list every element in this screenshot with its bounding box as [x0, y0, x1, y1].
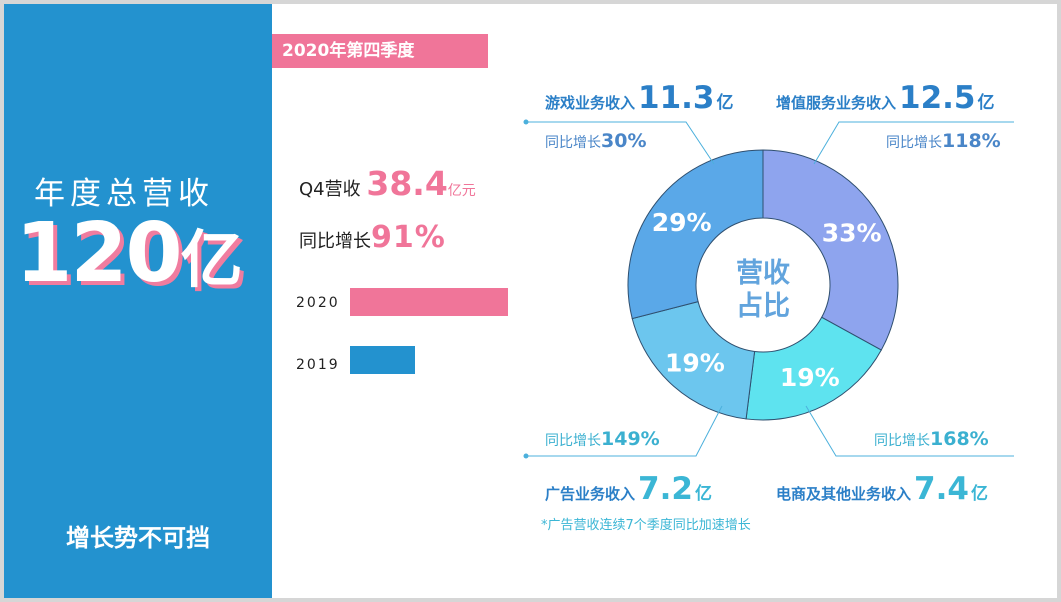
- slogan: 增长势不可挡: [66, 524, 210, 552]
- label-ads: 广告业务收入7.2 亿: [545, 471, 712, 507]
- label-vas-name: 增值服务业务收入: [776, 94, 896, 112]
- q4-revenue: Q4营收 38.4亿元: [299, 164, 476, 203]
- label-vas-value: 12.5: [899, 80, 976, 116]
- donut-share-label-games: 29%: [652, 208, 712, 237]
- label-vas-unit: 亿: [978, 92, 995, 113]
- label-games-value: 11.3: [638, 80, 715, 116]
- quarter-tag: 2020年第四季度: [272, 34, 488, 68]
- footnote: *广告营收连续7个季度同比加速增长: [541, 518, 751, 533]
- slide: 年度总营收 120亿 增长势不可挡 2020年第四季度 Q4营收 38.4亿元 …: [4, 4, 1057, 598]
- label-ecommerce-value: 7.4: [914, 471, 969, 507]
- label-ads-name: 广告业务收入: [545, 485, 635, 503]
- leader-dot-ads: [523, 453, 529, 459]
- leader-dot-games: [523, 119, 529, 125]
- label-games-unit: 亿: [717, 92, 734, 113]
- annual-revenue-value: 120亿: [4, 204, 254, 310]
- leader-line-ecommerce: [805, 405, 1014, 457]
- q4-revenue-label: Q4营收: [299, 179, 361, 200]
- annual-revenue-unit: 亿: [180, 223, 243, 296]
- revenue-share-donut-chart: 33%19%19%29% 游戏业务收入11.3 亿 同比增长30% 增值服务业务收…: [523, 80, 1014, 507]
- growth-ecommerce-value: 168%: [930, 428, 989, 450]
- bar-label-2020: 2020: [296, 295, 340, 311]
- q4-revenue-value: 38.4: [366, 164, 448, 203]
- donut-share-label-vas: 33%: [822, 219, 882, 248]
- q4-yoy-label: 同比增长: [299, 231, 371, 252]
- donut-share-label-ecommerce: 19%: [780, 363, 840, 392]
- growth-ecommerce-label: 同比增长: [874, 433, 930, 449]
- growth-games-label: 同比增长: [545, 135, 601, 151]
- bar-2020: [350, 288, 508, 316]
- center-label-line-1: 营收: [736, 258, 790, 289]
- bar-2019: [350, 346, 415, 374]
- label-ads-value: 7.2: [638, 471, 693, 507]
- annual-revenue-number: 120: [15, 206, 182, 301]
- growth-games: 同比增长30%: [545, 130, 646, 152]
- donut-slice-ads: [631, 301, 756, 420]
- leader-line-ads: [526, 405, 723, 457]
- label-vas: 增值服务业务收入12.5 亿: [776, 80, 995, 116]
- label-ecommerce: 电商及其他业务收入7.4 亿: [776, 471, 988, 507]
- label-ecommerce-unit: 亿: [971, 483, 988, 504]
- growth-ads: 同比增长149%: [545, 428, 660, 450]
- growth-vas: 同比增长118%: [886, 130, 1001, 152]
- q4-yoy-value: 91%: [371, 220, 446, 255]
- q4-revenue-unit: 亿元: [447, 183, 476, 199]
- donut-slice-games: [627, 149, 764, 320]
- q4-yoy-growth: 同比增长91%: [299, 220, 446, 255]
- annual-revenue-title: 年度总营收: [34, 176, 214, 212]
- bar-label-2019: 2019: [296, 357, 340, 373]
- growth-vas-value: 118%: [942, 130, 1001, 152]
- center-label-line-2: 占比: [736, 291, 790, 322]
- left-panel: 年度总营收 120亿 增长势不可挡: [4, 4, 272, 598]
- label-games: 游戏业务收入11.3 亿: [545, 80, 734, 116]
- growth-ecommerce: 同比增长168%: [874, 428, 989, 450]
- growth-vas-label: 同比增长: [886, 135, 942, 151]
- donut-share-label-ads: 19%: [665, 348, 725, 377]
- leader-line-vas: [813, 121, 1014, 165]
- growth-games-value: 30%: [601, 130, 646, 152]
- donut-slice-ecommerce: [745, 316, 882, 421]
- donut-slice-vas: [762, 149, 899, 351]
- growth-ads-label: 同比增长: [545, 433, 601, 449]
- label-ecommerce-name: 电商及其他业务收入: [776, 485, 911, 503]
- leader-line-games: [526, 121, 715, 165]
- label-games-name: 游戏业务收入: [545, 94, 635, 112]
- label-ads-unit: 亿: [695, 483, 712, 504]
- growth-ads-value: 149%: [601, 428, 660, 450]
